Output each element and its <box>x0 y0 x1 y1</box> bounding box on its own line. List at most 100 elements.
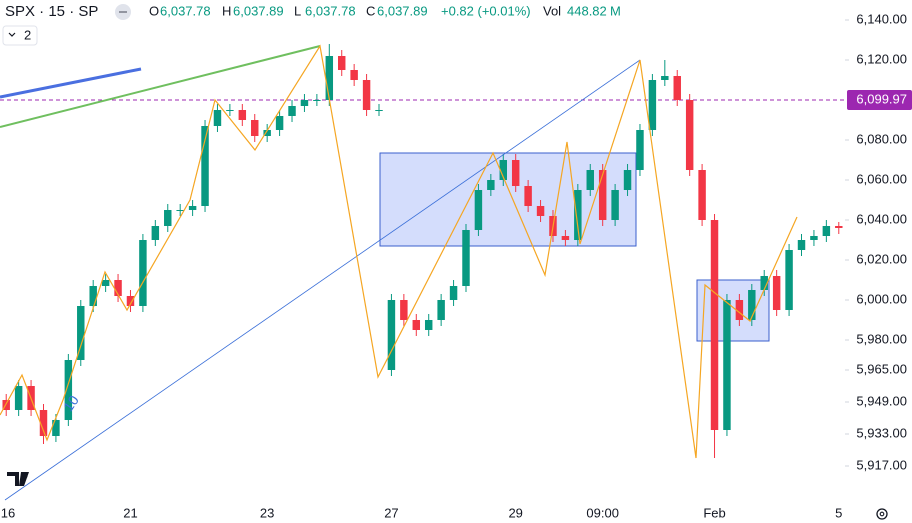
candle-body <box>636 130 644 170</box>
candle-body <box>474 190 483 230</box>
ohlc-label: C <box>366 3 375 18</box>
candle-body <box>611 190 619 220</box>
candle-body <box>424 320 433 330</box>
range-box <box>379 152 637 247</box>
y-tick-label: 5,933.00 <box>856 425 907 440</box>
y-tick-label: 5,949.00 <box>856 393 907 408</box>
candle-body <box>350 70 358 80</box>
candle-body <box>723 300 731 430</box>
plot-area <box>0 99 845 342</box>
price-label: 6,099.97 <box>856 91 907 106</box>
y-tick-label: 6,080.00 <box>856 131 907 146</box>
trend-line <box>0 67 142 99</box>
candle-body <box>412 320 421 330</box>
candle-body <box>139 240 147 306</box>
settings-icon[interactable] <box>876 508 888 520</box>
logo-dot <box>22 473 28 479</box>
trend-line <box>0 45 321 128</box>
trend-line <box>4 59 641 501</box>
candle-body <box>114 280 122 296</box>
ohlc-value: 6,037.89 <box>377 3 428 18</box>
candle-body <box>375 110 383 111</box>
candle-body <box>648 80 657 130</box>
x-tick-label: 5 <box>835 505 842 520</box>
candle-body <box>673 76 681 100</box>
candle-body <box>685 100 694 170</box>
drawings: 10 <box>0 44 798 501</box>
ohlc-label: H <box>222 3 231 18</box>
candle-body <box>164 210 172 226</box>
ohlc-label: L <box>294 3 301 18</box>
candle-body <box>238 110 247 120</box>
candle-body <box>623 170 632 190</box>
candle-body <box>698 170 706 220</box>
candle-body <box>561 236 570 240</box>
y-tick-label: 5,980.00 <box>856 331 907 346</box>
candle-body <box>338 56 346 70</box>
candle-body <box>2 400 10 410</box>
vol-label: Vol <box>543 3 561 18</box>
candle-body <box>822 226 831 236</box>
candle-body <box>362 80 371 110</box>
candle-body <box>499 160 507 180</box>
candle-body <box>810 236 818 240</box>
candle-body <box>275 116 284 130</box>
candle-body <box>288 106 296 116</box>
candle-body <box>126 296 135 306</box>
candle-body <box>511 160 520 186</box>
candle-body <box>785 250 793 310</box>
candle-body <box>52 420 60 436</box>
y-tick-label: 5,917.00 <box>856 457 907 472</box>
ohlc-value: 6,037.78 <box>305 3 356 18</box>
candle-body <box>772 276 781 310</box>
zigzag <box>0 44 798 459</box>
candle-body <box>574 190 582 240</box>
x-tick-label: 21 <box>123 505 137 520</box>
ohlc-value: 6,037.89 <box>233 3 284 18</box>
x-tick-label: 16 <box>1 505 15 520</box>
settings-icon-center <box>879 511 885 517</box>
candle-body <box>64 360 73 420</box>
settings[interactable] <box>876 508 888 520</box>
ohlc-label: O <box>149 3 159 18</box>
candle-body <box>188 206 197 210</box>
y-tick-label: 6,040.00 <box>856 211 907 226</box>
x-tick-label: 27 <box>384 505 398 520</box>
chevron <box>8 32 16 37</box>
candle-body <box>325 56 334 100</box>
price-label-bg <box>847 90 912 111</box>
candle-body <box>760 276 768 290</box>
y-tick-label: 6,060.00 <box>856 171 907 186</box>
candle-body <box>748 290 756 320</box>
candle-body <box>437 300 445 320</box>
candle-body <box>449 286 458 300</box>
symbol: SPX · 15 · SP <box>5 3 98 20</box>
candle-body <box>226 110 234 111</box>
x-tick-label: 09:00 <box>586 505 619 520</box>
change: +0.82 (+0.01%) <box>441 3 531 18</box>
candle-body <box>89 286 97 306</box>
candle-body <box>151 226 160 240</box>
candle-body <box>586 170 594 190</box>
ohlc-value: 6,037.78 <box>160 3 211 18</box>
candle-body <box>462 230 470 286</box>
ohlc: O 6,037.78 H 6,037.89 L 6,037.78 C 6,037.89 <box>149 3 428 18</box>
candle-body <box>251 120 259 136</box>
candle-body <box>797 240 806 250</box>
candle-body <box>101 280 110 286</box>
candle-body <box>524 186 532 206</box>
candle-body <box>263 130 271 136</box>
candle-body <box>77 306 85 360</box>
collapse-button[interactable] <box>2 25 38 46</box>
candle-body <box>835 226 843 228</box>
candle-body <box>710 220 719 430</box>
y-tick-label: 6,020.00 <box>856 251 907 266</box>
candle-body <box>661 76 669 80</box>
candle-body <box>487 180 495 190</box>
candle-body <box>387 300 396 370</box>
x-tick-label: Feb <box>703 505 725 520</box>
x-tick-label: 29 <box>508 505 522 520</box>
header: SPX · 15 · SP O 6,037.78 H 6,037.89 L 6,037.7… <box>2 3 621 46</box>
